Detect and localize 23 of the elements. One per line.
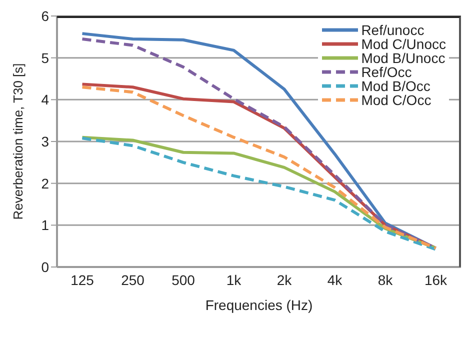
legend-label: Mod B/Occ [361,78,430,94]
y-tick-label: 0 [41,258,50,275]
x-tick-label: 8k [378,272,394,288]
y-tick-label: 2 [41,175,50,192]
x-tick-label: 16k [424,272,448,288]
y-tick-label: 1 [41,217,50,234]
y-axis-title: Reverberation time, T30 [s] [10,63,26,220]
legend-label: Ref/unocc [361,22,424,38]
x-tick-label: 2k [276,272,293,288]
legend-label: Mod C/Unocc [361,36,446,52]
x-tick-label: 125 [70,272,94,288]
legend-label: Mod C/Occ [361,92,432,108]
y-tick-label: 4 [41,92,50,108]
x-tick-label: 1k [226,272,242,288]
x-axis-title: Frequencies (Hz) [205,297,313,313]
y-tick-label: 6 [41,8,50,24]
y-tick-label: 3 [41,133,50,150]
x-tick-label: 500 [172,272,196,288]
legend-label: Ref/Occ [361,64,412,80]
y-tick-label: 5 [41,50,50,66]
legend-label: Mod B/Unocc [361,50,446,66]
x-tick-label: 250 [121,272,145,288]
x-tick-label: 4k [327,272,344,288]
